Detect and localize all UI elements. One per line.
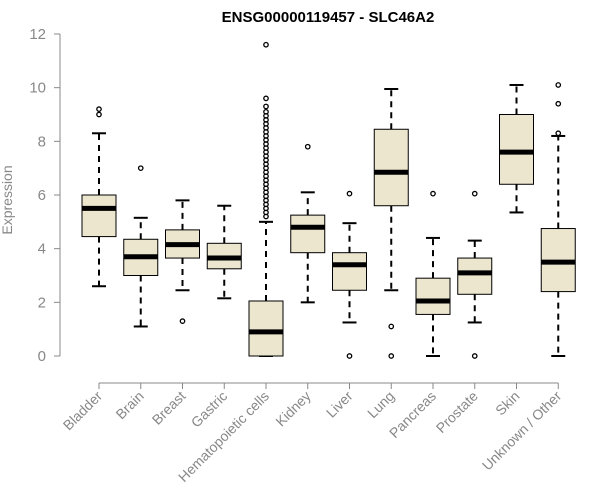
outlier-point [555,82,562,88]
outlier-point [137,165,144,172]
outlier-point [471,353,478,359]
outlier-point [96,111,102,118]
box-prostate [457,257,493,295]
y-tick-label: 6 [38,187,46,204]
y-tick-label: 10 [29,80,46,97]
x-tick-label: Prostate [433,388,481,436]
chart-title: ENSG00000119457 - SLC46A2 [222,9,435,26]
y-axis-label: Expression [0,165,15,234]
outlier-point [388,323,395,330]
outlier-point [96,106,102,112]
outlier-point [346,190,353,197]
outlier-point [263,95,269,102]
x-tick-label: Unknown / Other [479,388,565,474]
x-tick-label: Lung [364,388,397,421]
box-hematopoietic-cells [248,300,284,357]
outlier-point [179,318,186,324]
box-skin [499,114,534,185]
y-tick-label: 0 [38,348,46,365]
box-lung [373,128,409,207]
y-tick-label: 4 [38,241,46,258]
outlier-point [555,130,562,137]
y-tick-label: 8 [38,133,46,150]
box-bladder [81,194,117,238]
x-tick-label: Liver [323,388,356,421]
y-tick-label: 2 [38,294,46,311]
outlier-point [388,353,395,359]
x-tick-label: Bladder [60,388,106,434]
outlier-point [263,103,269,110]
box-kidney [290,214,326,254]
x-tick-label: Brain [112,388,146,422]
outlier-point [555,100,562,107]
outlier-point [471,190,478,197]
x-tick-label: Skin [492,388,523,419]
box-liver [332,252,367,291]
x-tick-label: Kidney [272,388,314,430]
outlier-point [346,353,353,359]
box-pancreas [415,277,451,315]
outlier-point [263,108,269,115]
x-tick-label: Breast [149,388,189,428]
outlier-point [430,190,436,197]
outlier-point [304,143,311,150]
outlier-point [263,41,269,48]
y-tick-label: 12 [29,26,46,43]
